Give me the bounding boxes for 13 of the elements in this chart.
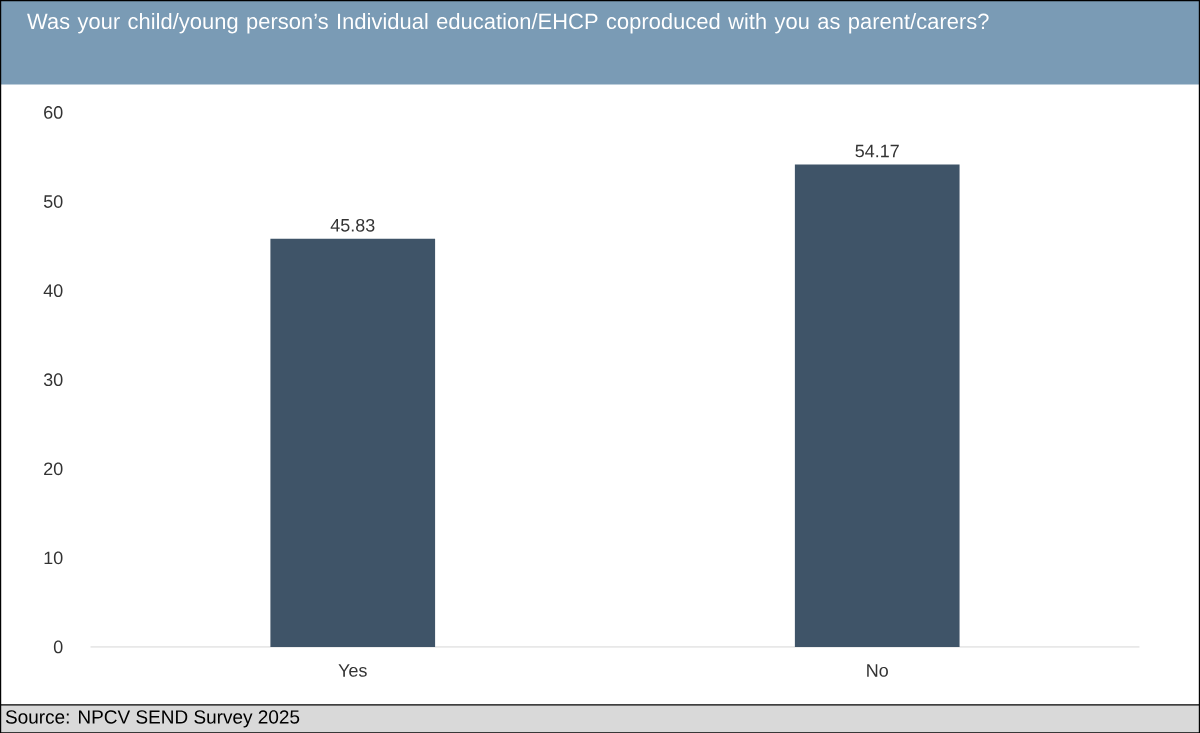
y-tick-label: 50 xyxy=(43,194,63,208)
y-tick-label: 20 xyxy=(44,462,63,475)
data-label: 54.17 xyxy=(855,144,899,158)
x-tick-label: No xyxy=(867,664,888,677)
data-label: 45.83 xyxy=(330,218,375,232)
y-tick-label: 40 xyxy=(43,284,63,297)
chart-title: Was your child/young person’s Individual education/EHCP coproduced with you as parent/carers? xyxy=(27,12,989,34)
x-tick-label: Yes xyxy=(338,664,367,677)
source-note: Source: NPCV SEND Survey 2025 xyxy=(5,710,300,728)
y-tick-label: 30 xyxy=(43,373,63,386)
y-tick-label: 0 xyxy=(53,640,63,654)
y-tick-label: 10 xyxy=(44,551,63,565)
y-tick-label: 60 xyxy=(44,105,63,119)
